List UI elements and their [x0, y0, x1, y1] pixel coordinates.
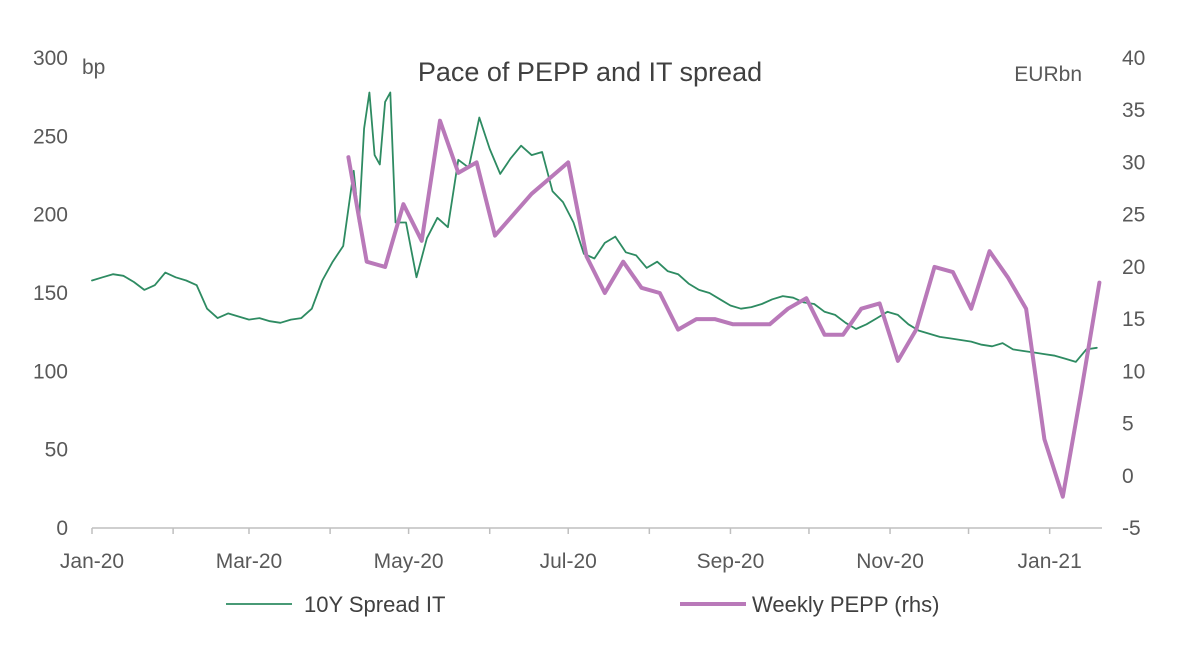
right-tick-label: 0 [1122, 465, 1134, 488]
left-tick-label: 200 [33, 204, 68, 227]
left-unit-label: bp [82, 56, 105, 79]
x-tick-label: Nov-20 [856, 550, 924, 573]
right-tick-label: 5 [1122, 413, 1134, 436]
x-tick-label: May-20 [374, 550, 444, 573]
x-tick-label: Sep-20 [697, 550, 765, 573]
left-tick-label: 300 [33, 47, 68, 70]
right-unit-label: EURbn [1014, 63, 1082, 86]
legend-label: Weekly PEPP (rhs) [752, 592, 939, 617]
right-tick-label: 30 [1122, 151, 1145, 174]
series-line-spread-it [91, 91, 1098, 363]
left-tick-label: 100 [33, 360, 68, 383]
legend-item-spread-it: 10Y Spread IT [226, 592, 445, 617]
x-tick-label: Jan-20 [60, 550, 124, 573]
legend-label: 10Y Spread IT [304, 592, 445, 617]
right-axis-ticks: -5 0 5 10 15 20 25 30 35 40 [1122, 47, 1145, 540]
legend: 10Y Spread IT Weekly PEPP (rhs) [226, 592, 939, 617]
chart-title: Pace of PEPP and IT spread [418, 57, 762, 87]
x-tick-label: Jul-20 [540, 550, 597, 573]
right-tick-label: 10 [1122, 360, 1145, 383]
x-axis-ticks: Jan-20 Mar-20 May-20 Jul-20 Sep-20 Nov-20 Jan-… [60, 550, 1082, 573]
right-tick-label: 25 [1122, 204, 1145, 227]
series-line-weekly-pepp [346, 118, 1102, 499]
left-tick-label: 150 [33, 282, 68, 305]
legend-item-weekly-pepp: Weekly PEPP (rhs) [680, 592, 939, 617]
axes [91, 527, 1102, 534]
right-tick-label: 35 [1122, 99, 1145, 122]
right-tick-label: -5 [1122, 517, 1141, 540]
x-tick-label: Mar-20 [216, 550, 283, 573]
left-tick-label: 250 [33, 125, 68, 148]
right-tick-label: 20 [1122, 256, 1145, 279]
right-tick-label: 15 [1122, 308, 1145, 331]
left-tick-label: 50 [45, 439, 68, 462]
left-tick-label: 0 [56, 517, 68, 540]
left-axis-ticks: 0 50 100 150 200 250 300 [33, 47, 68, 540]
series-layer [91, 91, 1102, 499]
right-tick-label: 40 [1122, 47, 1145, 70]
x-tick-label: Jan-21 [1018, 550, 1082, 573]
